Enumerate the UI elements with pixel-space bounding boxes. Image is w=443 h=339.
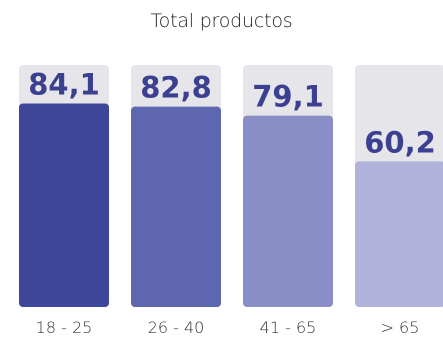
value-label-18-25: 84,1 (28, 67, 100, 101)
category-label-26-40: 26 - 40 (148, 318, 205, 337)
value-label-26-40: 82,8 (140, 71, 212, 105)
category-label-18-25: 18 - 25 (36, 318, 93, 337)
chart-title: Total productos (150, 10, 293, 32)
bar-26-40 (131, 106, 221, 308)
category-label-65: > 65 (381, 318, 420, 337)
value-label-65: 60,2 (364, 125, 436, 159)
bar-41-65 (243, 115, 333, 307)
bar-18-25 (19, 103, 109, 307)
bar-65 (355, 161, 443, 307)
value-label-41-65: 79,1 (252, 80, 324, 114)
category-label-41-65: 41 - 65 (260, 318, 317, 337)
